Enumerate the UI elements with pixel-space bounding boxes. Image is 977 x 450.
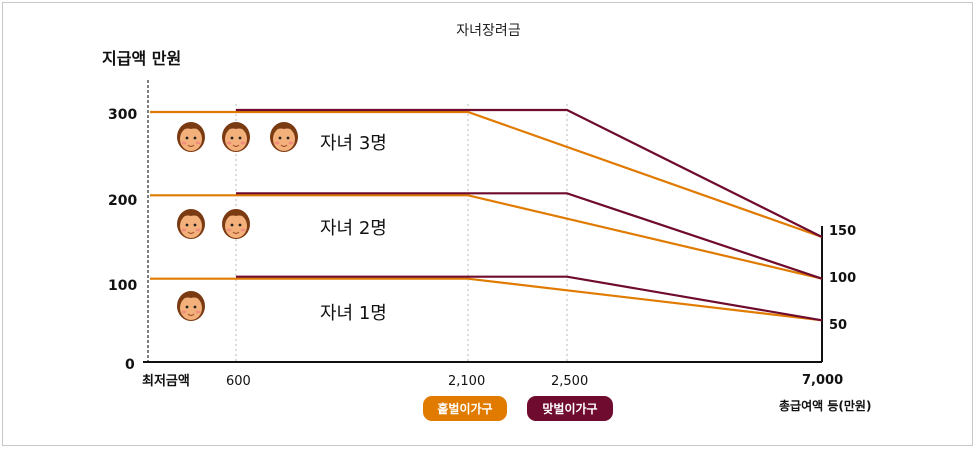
right-tick-50: 50 (829, 318, 847, 333)
y-tick-100: 100 (108, 278, 137, 294)
x-tick-600: 600 (226, 374, 251, 389)
right-tick-100: 100 (829, 271, 856, 286)
child-face-icon (176, 121, 206, 153)
y-tick-200: 200 (108, 193, 137, 209)
x-tick-7000: 7,000 (802, 373, 843, 388)
child-face-icon (176, 208, 206, 240)
legend-dual-earner: 맞벌이가구 (527, 396, 613, 421)
legend-swatch-dual (527, 396, 613, 421)
right-tick-150: 150 (829, 224, 856, 239)
series-layer (150, 108, 823, 322)
series-line-2 (150, 194, 823, 280)
series-line-5 (236, 275, 823, 322)
children-1-faces (176, 290, 206, 322)
legend-swatch-single (423, 396, 507, 421)
x-tick-minimum: 최저금액 (142, 374, 190, 389)
children-2-faces (176, 208, 251, 240)
legend-label-dual: 맞벌이가구 (542, 401, 597, 416)
legend-single-earner: 홑벌이가구 (423, 396, 507, 421)
x-axis-title: 총급여액 등(만원) (779, 398, 871, 413)
group-label-3: 자녀 3명 (320, 133, 387, 154)
series-line-3 (236, 192, 823, 280)
y-axis-title: 지급액 만원 (102, 49, 181, 68)
group-label-1: 자녀 1명 (320, 303, 387, 324)
child-face-icon (221, 208, 251, 240)
series-line-1 (236, 108, 823, 238)
y-tick-0: 0 (125, 357, 135, 373)
x-tick-2100: 2,100 (448, 374, 485, 389)
y-tick-300: 300 (108, 107, 137, 123)
children-3-faces (176, 121, 299, 153)
child-face-icon (176, 290, 206, 322)
chart-title: 자녀장려금 (456, 23, 521, 39)
child-face-icon (221, 121, 251, 153)
series-line-0 (150, 110, 823, 239)
x-tick-2500: 2,500 (551, 374, 588, 389)
legend-label-single: 홑벌이가구 (437, 401, 492, 416)
child-face-icon (269, 121, 299, 153)
group-label-2: 자녀 2명 (320, 218, 387, 239)
gridlines (235, 104, 568, 362)
series-line-4 (150, 277, 823, 322)
